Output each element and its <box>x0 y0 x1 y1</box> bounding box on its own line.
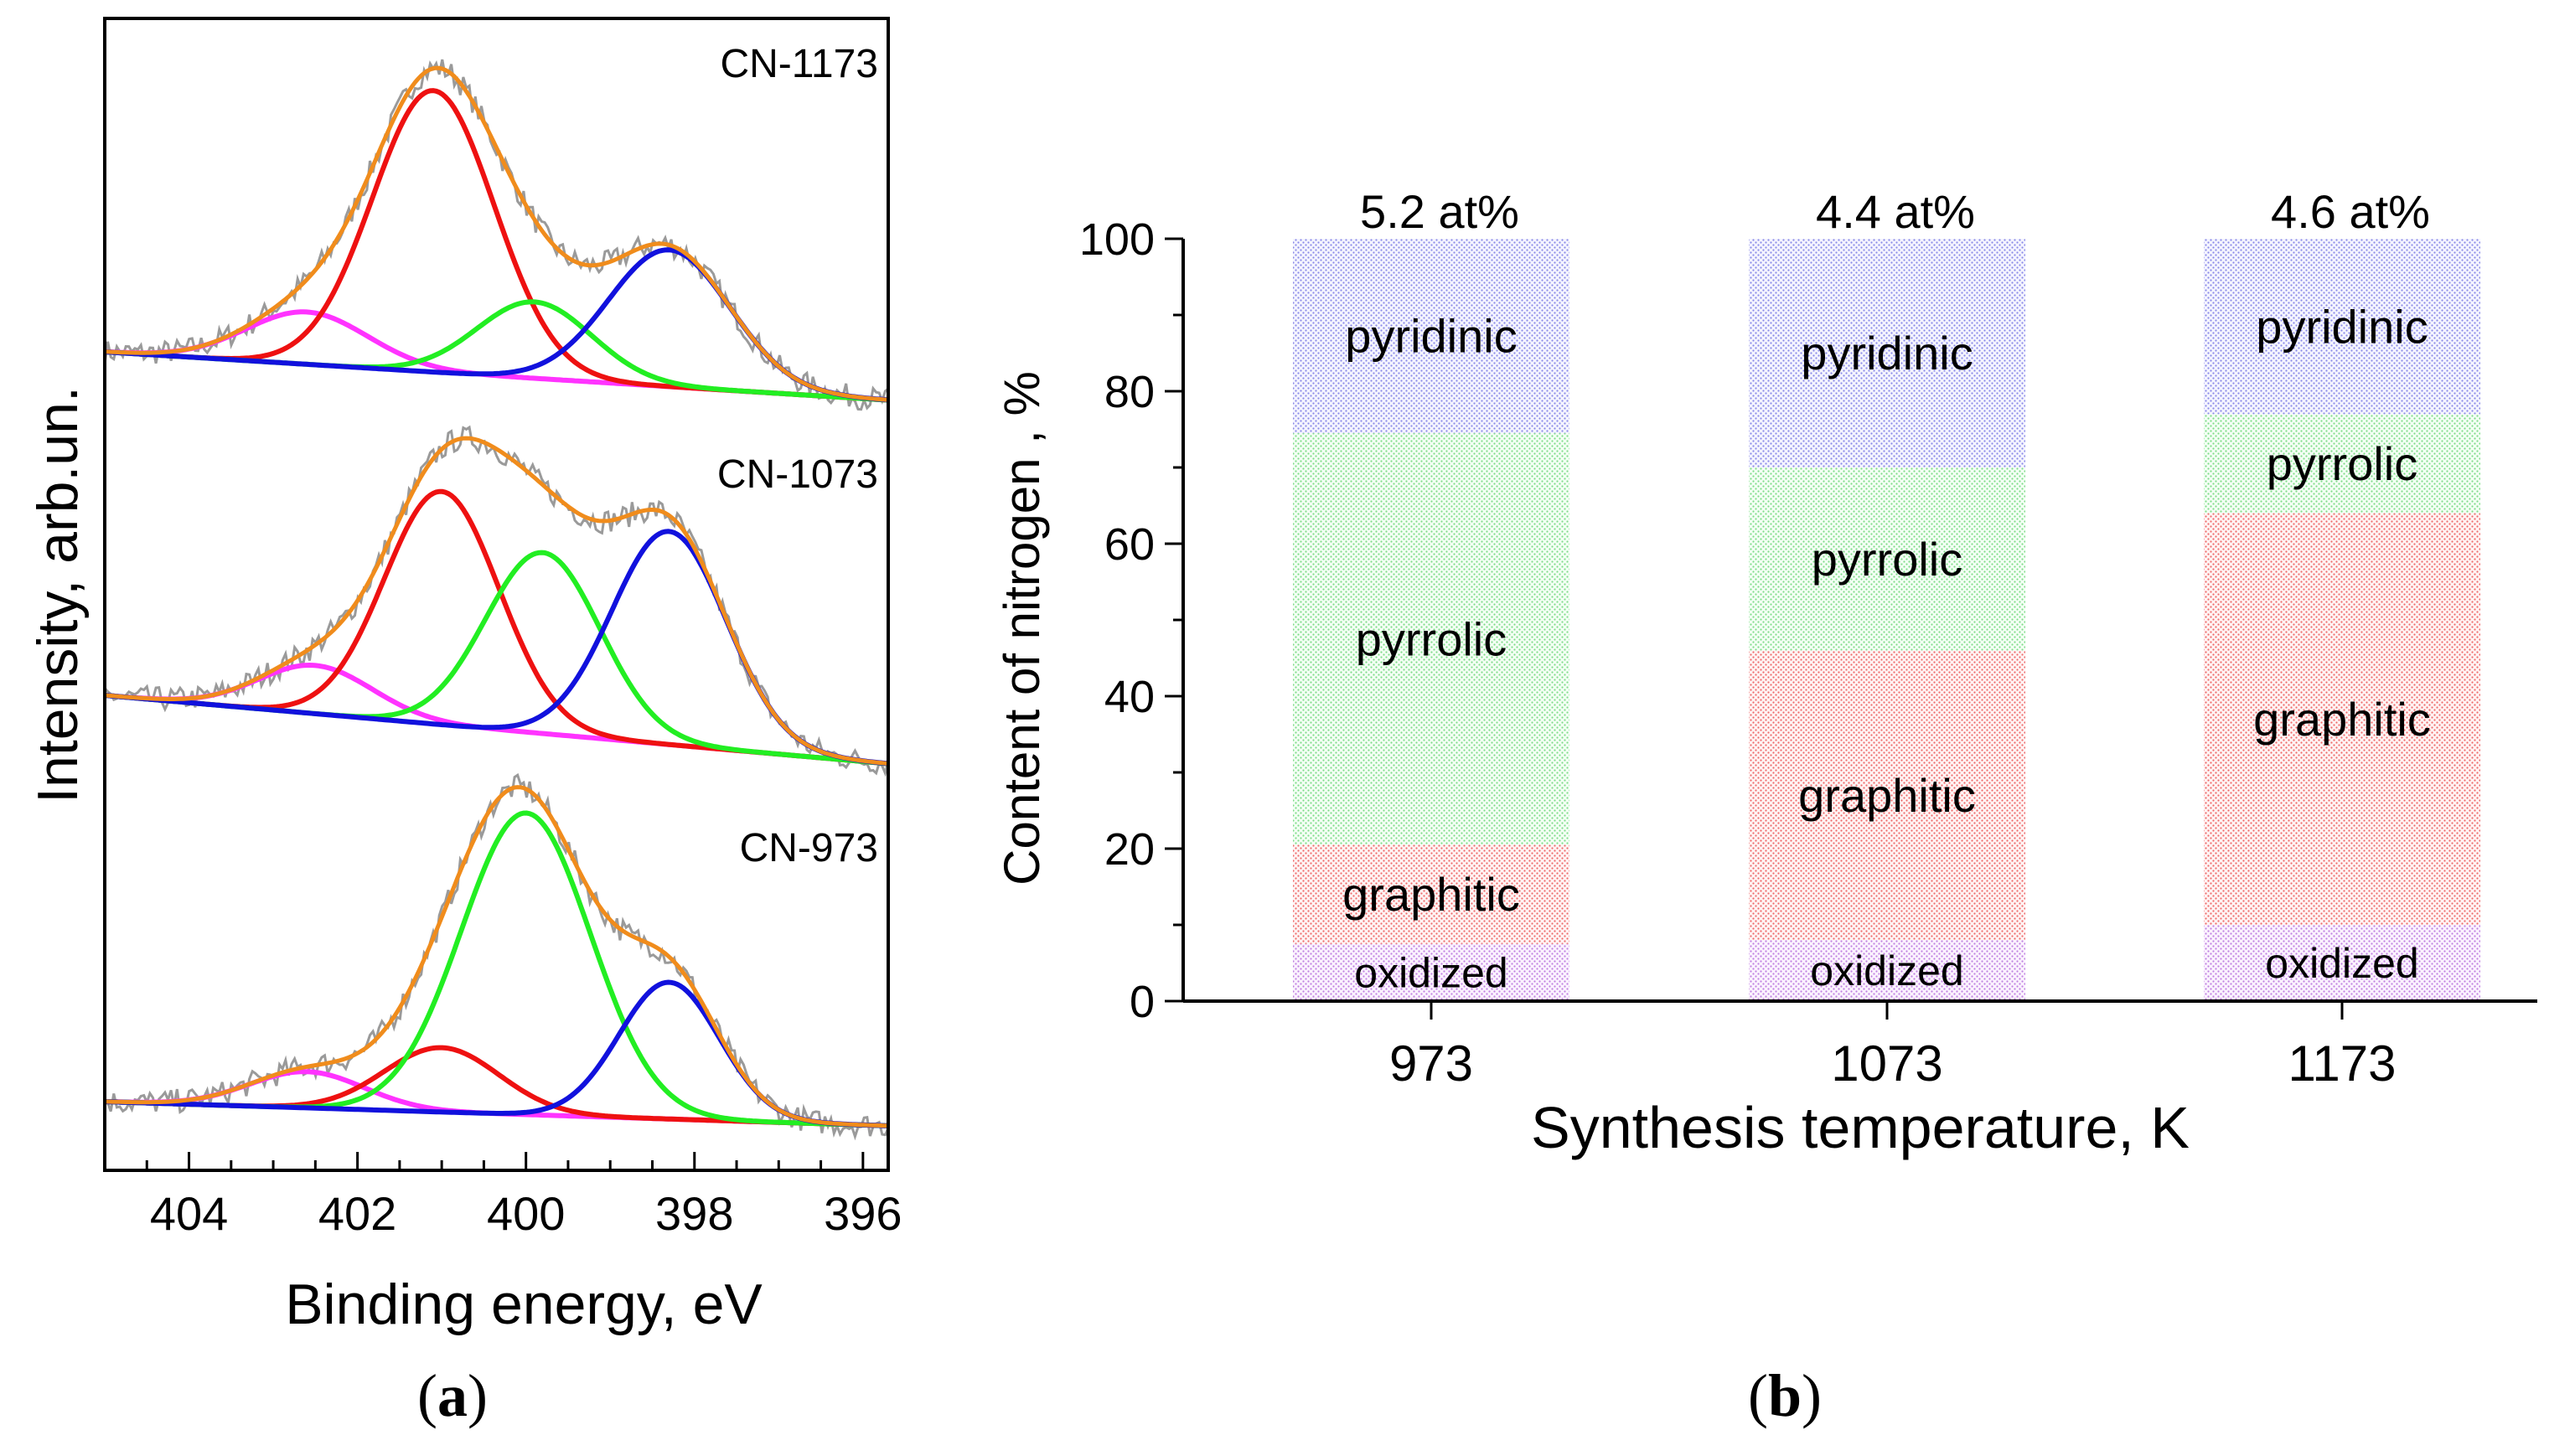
plot-frame <box>103 17 890 1172</box>
total-nitrogen-label: 4.6 at% <box>2271 185 2430 238</box>
pyridinic-segment <box>1293 239 1569 434</box>
envelope-line <box>104 785 889 1128</box>
oxidized-segment-label: oxidized <box>1354 949 1507 996</box>
spectra-curves <box>103 59 890 1141</box>
stacked-bars: oxidized graphitic pyrrolic pyridinic 5.2 at… <box>1293 185 2480 1001</box>
x-tick-label: 1173 <box>2288 1035 2396 1092</box>
x-tick-label: 400 <box>487 1187 565 1240</box>
panel-a-label: (a) <box>417 1362 488 1429</box>
nitrogen-content-panel: oxidized graphitic pyrrolic pyridinic 5.2 at… <box>994 185 2537 1160</box>
bar-1073: oxidized graphitic pyrrolic pyridinic 4.4 at… <box>1749 185 2025 1001</box>
panel-b-label: (b) <box>1748 1362 1822 1429</box>
pyridinic-segment <box>2204 239 2480 415</box>
graphitic-segment <box>2204 513 2480 925</box>
pyrrolic-segment <box>2204 414 2480 514</box>
spectrum-CN-1173 <box>103 59 889 411</box>
bar-axes: 0 20 40 60 80 100 973 1073 1173 <box>1079 214 2397 1092</box>
y-tick-label: 40 <box>1104 672 1155 722</box>
y-tick-label: 100 <box>1079 214 1155 265</box>
series-label: CN-1073 <box>717 452 878 497</box>
envelope-line <box>104 65 889 402</box>
pyrrolic-segment <box>1749 467 2025 651</box>
total-nitrogen-label: 4.4 at% <box>1816 185 1975 238</box>
xps-spectra-panel: 404 402 400 398 396 CN-1173 CN-1073 CN-973 Bin… <box>26 17 902 1336</box>
oxidized-segment <box>2204 925 2480 1001</box>
envelope-line <box>104 436 889 766</box>
graphitic-segment-label: graphitic <box>1342 868 1520 921</box>
oxidized-segment-label: oxidized <box>2265 940 2418 987</box>
y-axis-title: Intensity, arb.un. <box>26 386 90 803</box>
pyridinic-peak-line <box>104 529 889 767</box>
graphitic-segment-label: graphitic <box>2253 693 2431 746</box>
pyrrolic-peak-line <box>104 299 889 403</box>
series-label: CN-973 <box>740 826 878 870</box>
y-tick-label: 60 <box>1104 519 1155 570</box>
graphitic-peak-line <box>104 488 889 767</box>
pyrrolic-segment-label: pyrrolic <box>2267 437 2417 490</box>
pyridinic-segment-label: pyridinic <box>1345 310 1517 363</box>
y-axis-title: Content of nitrogen , % <box>994 371 1050 885</box>
x-axis-title: Binding energy, eV <box>285 1273 763 1336</box>
x-tick-label: 398 <box>655 1187 733 1240</box>
series-labels: CN-1173 CN-1073 CN-973 <box>717 42 878 870</box>
oxidized-segment-label: oxidized <box>1810 947 1963 994</box>
x-tick-label: 396 <box>824 1187 902 1240</box>
x-tick-label: 1073 <box>1831 1035 1942 1092</box>
graphitic-segment <box>1749 650 2025 941</box>
x-tick-label: 404 <box>150 1187 228 1240</box>
x-axis-title: Synthesis temperature, K <box>1531 1095 2190 1160</box>
oxidized-segment <box>1749 940 2025 1001</box>
bar-973: oxidized graphitic pyrrolic pyridinic 5.2 at… <box>1293 185 1569 1001</box>
y-tick-label: 0 <box>1130 977 1155 1027</box>
y-tick-label: 80 <box>1104 367 1155 417</box>
y-tick-label: 20 <box>1104 824 1155 875</box>
pyrrolic-segment <box>1293 433 1569 845</box>
total-nitrogen-label: 5.2 at% <box>1360 185 1519 238</box>
oxidized-segment <box>1293 943 1569 1001</box>
pyridinic-segment-label: pyridinic <box>1801 327 1973 379</box>
pyrrolic-segment-label: pyrrolic <box>1356 612 1507 665</box>
graphitic-segment <box>1293 844 1569 944</box>
pyridinic-segment-label: pyridinic <box>2256 300 2428 353</box>
bar-1173: oxidized graphitic pyrrolic pyridinic 4.6 at… <box>2204 185 2480 1001</box>
x-axis-ticks: 404 402 400 398 396 <box>145 1152 902 1240</box>
x-tick-label: 402 <box>318 1187 396 1240</box>
spectrum-CN-1073 <box>103 425 890 777</box>
pyrrolic-segment-label: pyrrolic <box>1812 533 1962 586</box>
pyridinic-segment <box>1749 239 2025 467</box>
series-label: CN-1173 <box>720 42 878 86</box>
spectrum-CN-973 <box>104 772 890 1141</box>
graphitic-segment-label: graphitic <box>1798 769 1976 822</box>
x-tick-label: 973 <box>1389 1035 1473 1092</box>
